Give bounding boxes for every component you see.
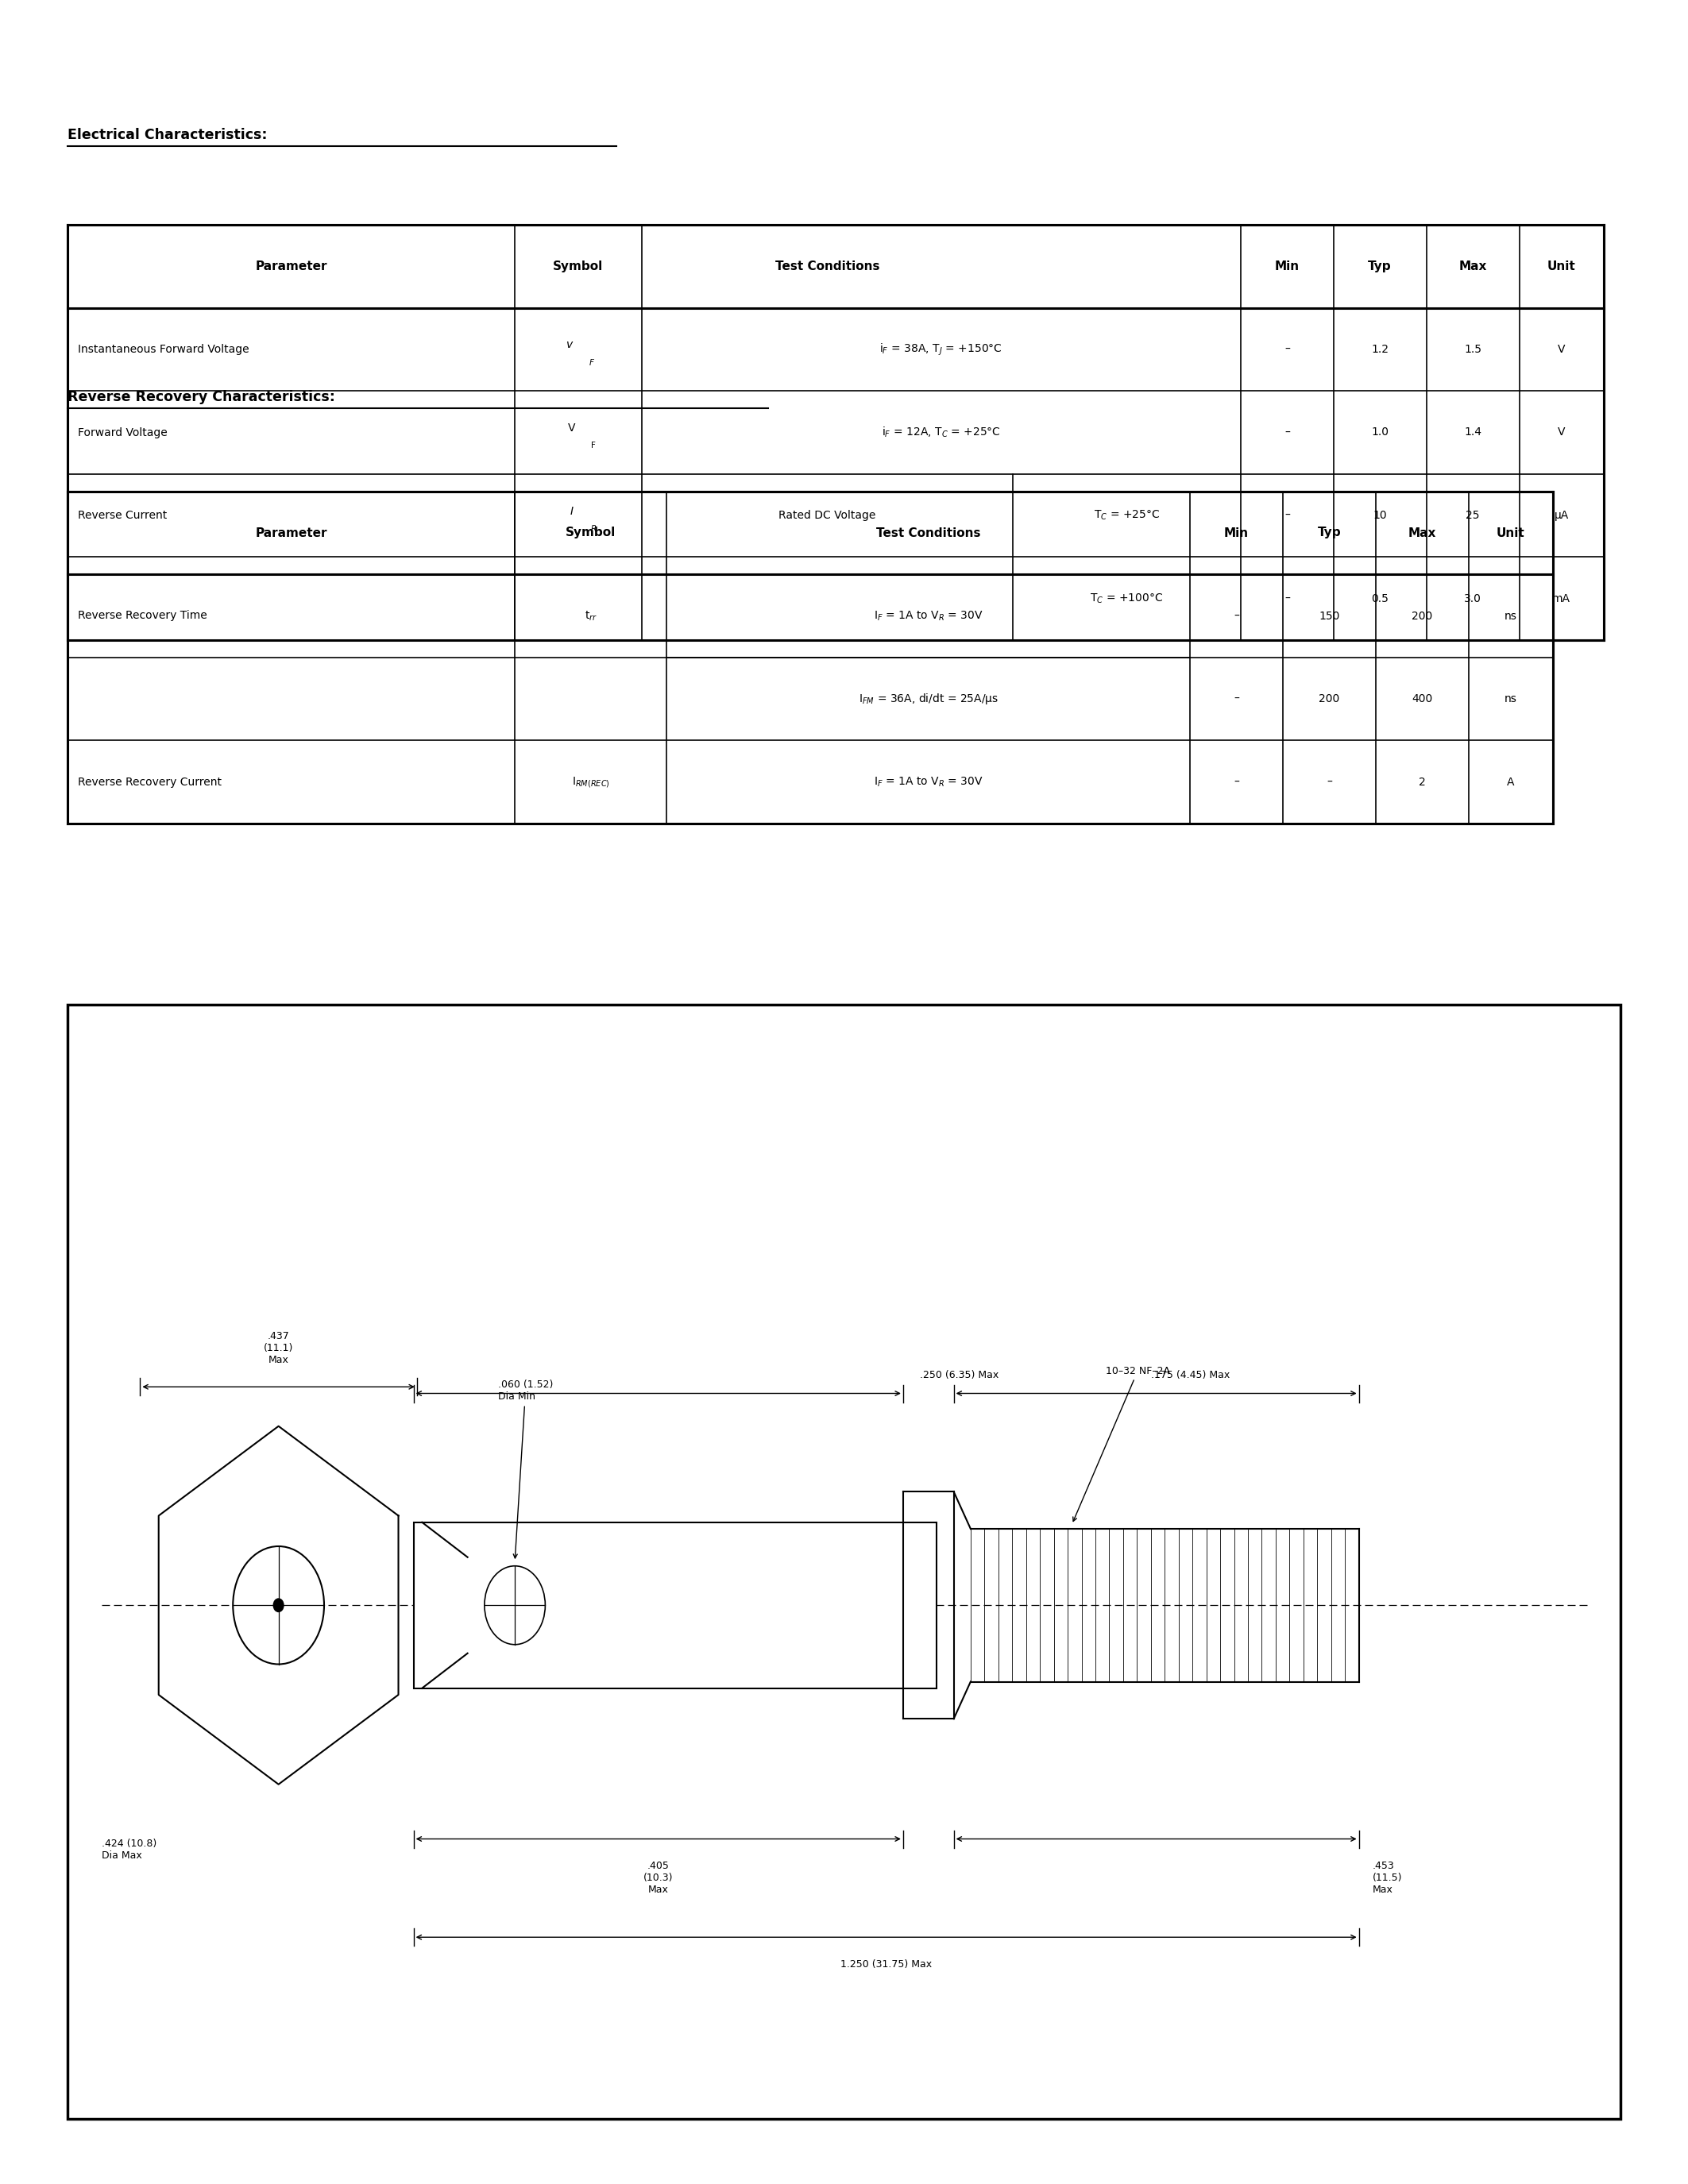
Circle shape	[233, 1546, 324, 1664]
Text: 400: 400	[1411, 692, 1433, 705]
Text: Min: Min	[1224, 526, 1249, 539]
Text: mA: mA	[1553, 592, 1570, 605]
Text: .250 (6.35) Max: .250 (6.35) Max	[920, 1369, 999, 1380]
Text: Symbol: Symbol	[554, 260, 603, 273]
Text: I$_{RM(REC)}$: I$_{RM(REC)}$	[572, 775, 609, 788]
Text: 1.5: 1.5	[1463, 343, 1482, 356]
Text: 2: 2	[1418, 775, 1426, 788]
Text: Reverse Recovery Time: Reverse Recovery Time	[78, 609, 208, 622]
Text: –: –	[1285, 426, 1290, 439]
Text: –: –	[1327, 775, 1332, 788]
Text: –: –	[1285, 343, 1290, 356]
Text: Typ: Typ	[1369, 260, 1391, 273]
Text: Min: Min	[1274, 260, 1300, 273]
Text: .060 (1.52)
Dia Min: .060 (1.52) Dia Min	[498, 1380, 554, 1557]
Text: Max: Max	[1408, 526, 1436, 539]
Text: Max: Max	[1458, 260, 1487, 273]
Text: Parameter: Parameter	[255, 260, 327, 273]
Text: 0.5: 0.5	[1371, 592, 1389, 605]
Bar	[68, 491, 1553, 823]
Text: Test Conditions: Test Conditions	[775, 260, 879, 273]
Text: 10: 10	[1372, 509, 1388, 522]
Text: Forward Voltage: Forward Voltage	[78, 426, 167, 439]
Text: V: V	[567, 422, 576, 435]
Text: .405
(10.3)
Max: .405 (10.3) Max	[643, 1861, 674, 1896]
Text: Reverse Recovery Characteristics:: Reverse Recovery Characteristics:	[68, 389, 336, 404]
Text: A: A	[1507, 775, 1514, 788]
Text: I: I	[571, 505, 572, 518]
Text: 10–32 NF–2A: 10–32 NF–2A	[1074, 1365, 1170, 1522]
Text: T$_C$ = +25°C: T$_C$ = +25°C	[1094, 509, 1160, 522]
Text: Unit: Unit	[1497, 526, 1524, 539]
Circle shape	[484, 1566, 545, 1645]
Text: 200: 200	[1411, 609, 1433, 622]
Text: 3.0: 3.0	[1463, 592, 1482, 605]
Text: –: –	[1234, 692, 1239, 705]
Text: i$_F$ = 12A, T$_C$ = +25°C: i$_F$ = 12A, T$_C$ = +25°C	[881, 426, 1001, 439]
Text: ns: ns	[1504, 692, 1518, 705]
Text: Instantaneous Forward Voltage: Instantaneous Forward Voltage	[78, 343, 248, 356]
Text: –: –	[1285, 592, 1290, 605]
Text: 25: 25	[1465, 509, 1480, 522]
Text: –: –	[1234, 609, 1239, 622]
Text: V: V	[1558, 426, 1565, 439]
Bar	[414, 1522, 937, 1688]
Text: μA: μA	[1555, 509, 1568, 522]
Text: I$_F$ = 1A to V$_R$ = 30V: I$_F$ = 1A to V$_R$ = 30V	[874, 775, 982, 788]
Circle shape	[273, 1599, 284, 1612]
Text: Parameter: Parameter	[255, 526, 327, 539]
Text: i$_F$ = 38A, T$_J$ = +150°C: i$_F$ = 38A, T$_J$ = +150°C	[879, 341, 1003, 358]
Text: 1.2: 1.2	[1371, 343, 1389, 356]
Text: .424 (10.8)
Dia Max: .424 (10.8) Dia Max	[101, 1839, 157, 1861]
Text: –: –	[1285, 509, 1290, 522]
Text: Electrical Characteristics:: Electrical Characteristics:	[68, 127, 267, 142]
Bar	[68, 1005, 1620, 2118]
Bar	[68, 225, 1604, 640]
Text: T$_C$ = +100°C: T$_C$ = +100°C	[1090, 592, 1163, 605]
Text: –: –	[1234, 775, 1239, 788]
Text: Typ: Typ	[1318, 526, 1340, 539]
Text: F: F	[589, 358, 594, 367]
Text: t$_{rr}$: t$_{rr}$	[584, 609, 598, 622]
Text: .453
(11.5)
Max: .453 (11.5) Max	[1372, 1861, 1403, 1896]
Text: 200: 200	[1318, 692, 1340, 705]
Text: I$_{FM}$ = 36A, di/dt = 25A/μs: I$_{FM}$ = 36A, di/dt = 25A/μs	[859, 692, 998, 705]
Text: R: R	[591, 524, 596, 533]
Text: .175 (4.45) Max: .175 (4.45) Max	[1151, 1369, 1229, 1380]
Text: F: F	[591, 441, 596, 450]
Text: Reverse Current: Reverse Current	[78, 509, 167, 522]
Text: Unit: Unit	[1548, 260, 1575, 273]
Text: Rated DC Voltage: Rated DC Voltage	[778, 509, 876, 522]
Text: .437
(11.1)
Max: .437 (11.1) Max	[263, 1330, 294, 1365]
Text: 150: 150	[1318, 609, 1340, 622]
Text: Test Conditions: Test Conditions	[876, 526, 981, 539]
Text: V: V	[1558, 343, 1565, 356]
Text: 1.4: 1.4	[1463, 426, 1482, 439]
Text: 1.250 (31.75) Max: 1.250 (31.75) Max	[841, 1959, 932, 1970]
Text: I$_F$ = 1A to V$_R$ = 30V: I$_F$ = 1A to V$_R$ = 30V	[874, 609, 982, 622]
Text: v: v	[567, 339, 572, 352]
Text: Reverse Recovery Current: Reverse Recovery Current	[78, 775, 221, 788]
Text: 1.0: 1.0	[1371, 426, 1389, 439]
Text: ns: ns	[1504, 609, 1518, 622]
Text: Symbol: Symbol	[565, 526, 616, 539]
